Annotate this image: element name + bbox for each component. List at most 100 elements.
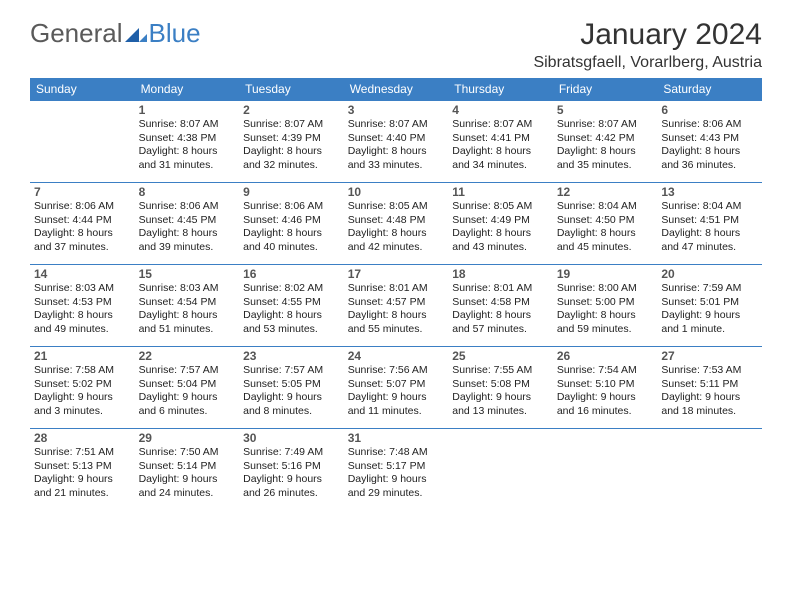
day-number: 4 — [452, 103, 549, 117]
day-info: Sunrise: 8:07 AMSunset: 4:38 PMDaylight:… — [139, 118, 236, 173]
daylight-text: Daylight: 8 hours and 35 minutes. — [557, 145, 654, 172]
day-cell: 29Sunrise: 7:50 AMSunset: 5:14 PMDayligh… — [135, 429, 240, 511]
sunset-text: Sunset: 5:07 PM — [348, 378, 445, 392]
day-cell: 11Sunrise: 8:05 AMSunset: 4:49 PMDayligh… — [448, 183, 553, 265]
day-number: 3 — [348, 103, 445, 117]
day-number: 2 — [243, 103, 340, 117]
calendar-page: General Blue January 2024 Sibratsgfaell,… — [0, 0, 792, 529]
day-number: 6 — [661, 103, 758, 117]
day-number: 10 — [348, 185, 445, 199]
sunset-text: Sunset: 4:43 PM — [661, 132, 758, 146]
day-number: 13 — [661, 185, 758, 199]
daylight-text: Daylight: 8 hours and 47 minutes. — [661, 227, 758, 254]
sunrise-text: Sunrise: 7:55 AM — [452, 364, 549, 378]
sunset-text: Sunset: 4:50 PM — [557, 214, 654, 228]
day-info: Sunrise: 8:03 AMSunset: 4:53 PMDaylight:… — [34, 282, 131, 337]
sunrise-text: Sunrise: 8:06 AM — [661, 118, 758, 132]
daylight-text: Daylight: 9 hours and 6 minutes. — [139, 391, 236, 418]
day-cell: 21Sunrise: 7:58 AMSunset: 5:02 PMDayligh… — [30, 347, 135, 429]
day-info: Sunrise: 8:02 AMSunset: 4:55 PMDaylight:… — [243, 282, 340, 337]
sunset-text: Sunset: 4:51 PM — [661, 214, 758, 228]
dayname: Thursday — [448, 78, 553, 101]
sunset-text: Sunset: 5:04 PM — [139, 378, 236, 392]
sunrise-text: Sunrise: 8:03 AM — [34, 282, 131, 296]
daylight-text: Daylight: 9 hours and 18 minutes. — [661, 391, 758, 418]
daylight-text: Daylight: 8 hours and 45 minutes. — [557, 227, 654, 254]
sunrise-text: Sunrise: 8:01 AM — [348, 282, 445, 296]
sunrise-text: Sunrise: 8:04 AM — [557, 200, 654, 214]
sunrise-text: Sunrise: 8:07 AM — [452, 118, 549, 132]
day-cell: 1Sunrise: 8:07 AMSunset: 4:38 PMDaylight… — [135, 101, 240, 183]
day-info: Sunrise: 7:48 AMSunset: 5:17 PMDaylight:… — [348, 446, 445, 501]
day-cell: 23Sunrise: 7:57 AMSunset: 5:05 PMDayligh… — [239, 347, 344, 429]
daylight-text: Daylight: 9 hours and 21 minutes. — [34, 473, 131, 500]
day-number: 19 — [557, 267, 654, 281]
day-info: Sunrise: 8:06 AMSunset: 4:46 PMDaylight:… — [243, 200, 340, 255]
day-cell: 3Sunrise: 8:07 AMSunset: 4:40 PMDaylight… — [344, 101, 449, 183]
day-cell: 2Sunrise: 8:07 AMSunset: 4:39 PMDaylight… — [239, 101, 344, 183]
day-info: Sunrise: 8:06 AMSunset: 4:44 PMDaylight:… — [34, 200, 131, 255]
day-cell: 8Sunrise: 8:06 AMSunset: 4:45 PMDaylight… — [135, 183, 240, 265]
sunrise-text: Sunrise: 7:54 AM — [557, 364, 654, 378]
daylight-text: Daylight: 9 hours and 29 minutes. — [348, 473, 445, 500]
day-number: 30 — [243, 431, 340, 445]
sunset-text: Sunset: 4:45 PM — [139, 214, 236, 228]
day-number: 27 — [661, 349, 758, 363]
week-row: 7Sunrise: 8:06 AMSunset: 4:44 PMDaylight… — [30, 183, 762, 265]
sunrise-text: Sunrise: 8:03 AM — [139, 282, 236, 296]
day-number: 23 — [243, 349, 340, 363]
dayname: Saturday — [657, 78, 762, 101]
calendar-table: Sunday Monday Tuesday Wednesday Thursday… — [30, 78, 762, 511]
sunset-text: Sunset: 4:41 PM — [452, 132, 549, 146]
day-number: 25 — [452, 349, 549, 363]
daylight-text: Daylight: 9 hours and 3 minutes. — [34, 391, 131, 418]
sunset-text: Sunset: 5:08 PM — [452, 378, 549, 392]
day-number: 12 — [557, 185, 654, 199]
day-cell: 17Sunrise: 8:01 AMSunset: 4:57 PMDayligh… — [344, 265, 449, 347]
week-row: 14Sunrise: 8:03 AMSunset: 4:53 PMDayligh… — [30, 265, 762, 347]
sunset-text: Sunset: 5:17 PM — [348, 460, 445, 474]
sunrise-text: Sunrise: 7:57 AM — [243, 364, 340, 378]
sunset-text: Sunset: 4:58 PM — [452, 296, 549, 310]
sunrise-text: Sunrise: 8:07 AM — [348, 118, 445, 132]
sunrise-text: Sunrise: 7:51 AM — [34, 446, 131, 460]
daylight-text: Daylight: 8 hours and 34 minutes. — [452, 145, 549, 172]
daylight-text: Daylight: 8 hours and 59 minutes. — [557, 309, 654, 336]
sunset-text: Sunset: 5:10 PM — [557, 378, 654, 392]
sunrise-text: Sunrise: 7:58 AM — [34, 364, 131, 378]
day-info: Sunrise: 8:06 AMSunset: 4:43 PMDaylight:… — [661, 118, 758, 173]
day-info: Sunrise: 8:07 AMSunset: 4:42 PMDaylight:… — [557, 118, 654, 173]
day-info: Sunrise: 8:07 AMSunset: 4:40 PMDaylight:… — [348, 118, 445, 173]
day-info: Sunrise: 8:04 AMSunset: 4:50 PMDaylight:… — [557, 200, 654, 255]
daylight-text: Daylight: 9 hours and 8 minutes. — [243, 391, 340, 418]
day-number: 5 — [557, 103, 654, 117]
daylight-text: Daylight: 9 hours and 26 minutes. — [243, 473, 340, 500]
daylight-text: Daylight: 9 hours and 24 minutes. — [139, 473, 236, 500]
sunset-text: Sunset: 4:54 PM — [139, 296, 236, 310]
day-info: Sunrise: 7:58 AMSunset: 5:02 PMDaylight:… — [34, 364, 131, 419]
day-info: Sunrise: 8:06 AMSunset: 4:45 PMDaylight:… — [139, 200, 236, 255]
sunset-text: Sunset: 4:48 PM — [348, 214, 445, 228]
sunrise-text: Sunrise: 8:07 AM — [243, 118, 340, 132]
daylight-text: Daylight: 8 hours and 37 minutes. — [34, 227, 131, 254]
daylight-text: Daylight: 8 hours and 39 minutes. — [139, 227, 236, 254]
day-info: Sunrise: 7:57 AMSunset: 5:04 PMDaylight:… — [139, 364, 236, 419]
day-info: Sunrise: 8:07 AMSunset: 4:41 PMDaylight:… — [452, 118, 549, 173]
location: Sibratsgfaell, Vorarlberg, Austria — [533, 54, 762, 72]
day-number: 15 — [139, 267, 236, 281]
day-cell: 31Sunrise: 7:48 AMSunset: 5:17 PMDayligh… — [344, 429, 449, 511]
sunrise-text: Sunrise: 8:07 AM — [557, 118, 654, 132]
day-cell — [448, 429, 553, 511]
day-number: 8 — [139, 185, 236, 199]
daylight-text: Daylight: 8 hours and 49 minutes. — [34, 309, 131, 336]
title-block: January 2024 Sibratsgfaell, Vorarlberg, … — [533, 18, 762, 72]
day-number: 20 — [661, 267, 758, 281]
sunrise-text: Sunrise: 7:49 AM — [243, 446, 340, 460]
sunrise-text: Sunrise: 8:02 AM — [243, 282, 340, 296]
day-cell: 7Sunrise: 8:06 AMSunset: 4:44 PMDaylight… — [30, 183, 135, 265]
sunset-text: Sunset: 5:11 PM — [661, 378, 758, 392]
sunrise-text: Sunrise: 7:56 AM — [348, 364, 445, 378]
logo-icon — [125, 24, 147, 42]
day-cell: 28Sunrise: 7:51 AMSunset: 5:13 PMDayligh… — [30, 429, 135, 511]
sunset-text: Sunset: 4:49 PM — [452, 214, 549, 228]
